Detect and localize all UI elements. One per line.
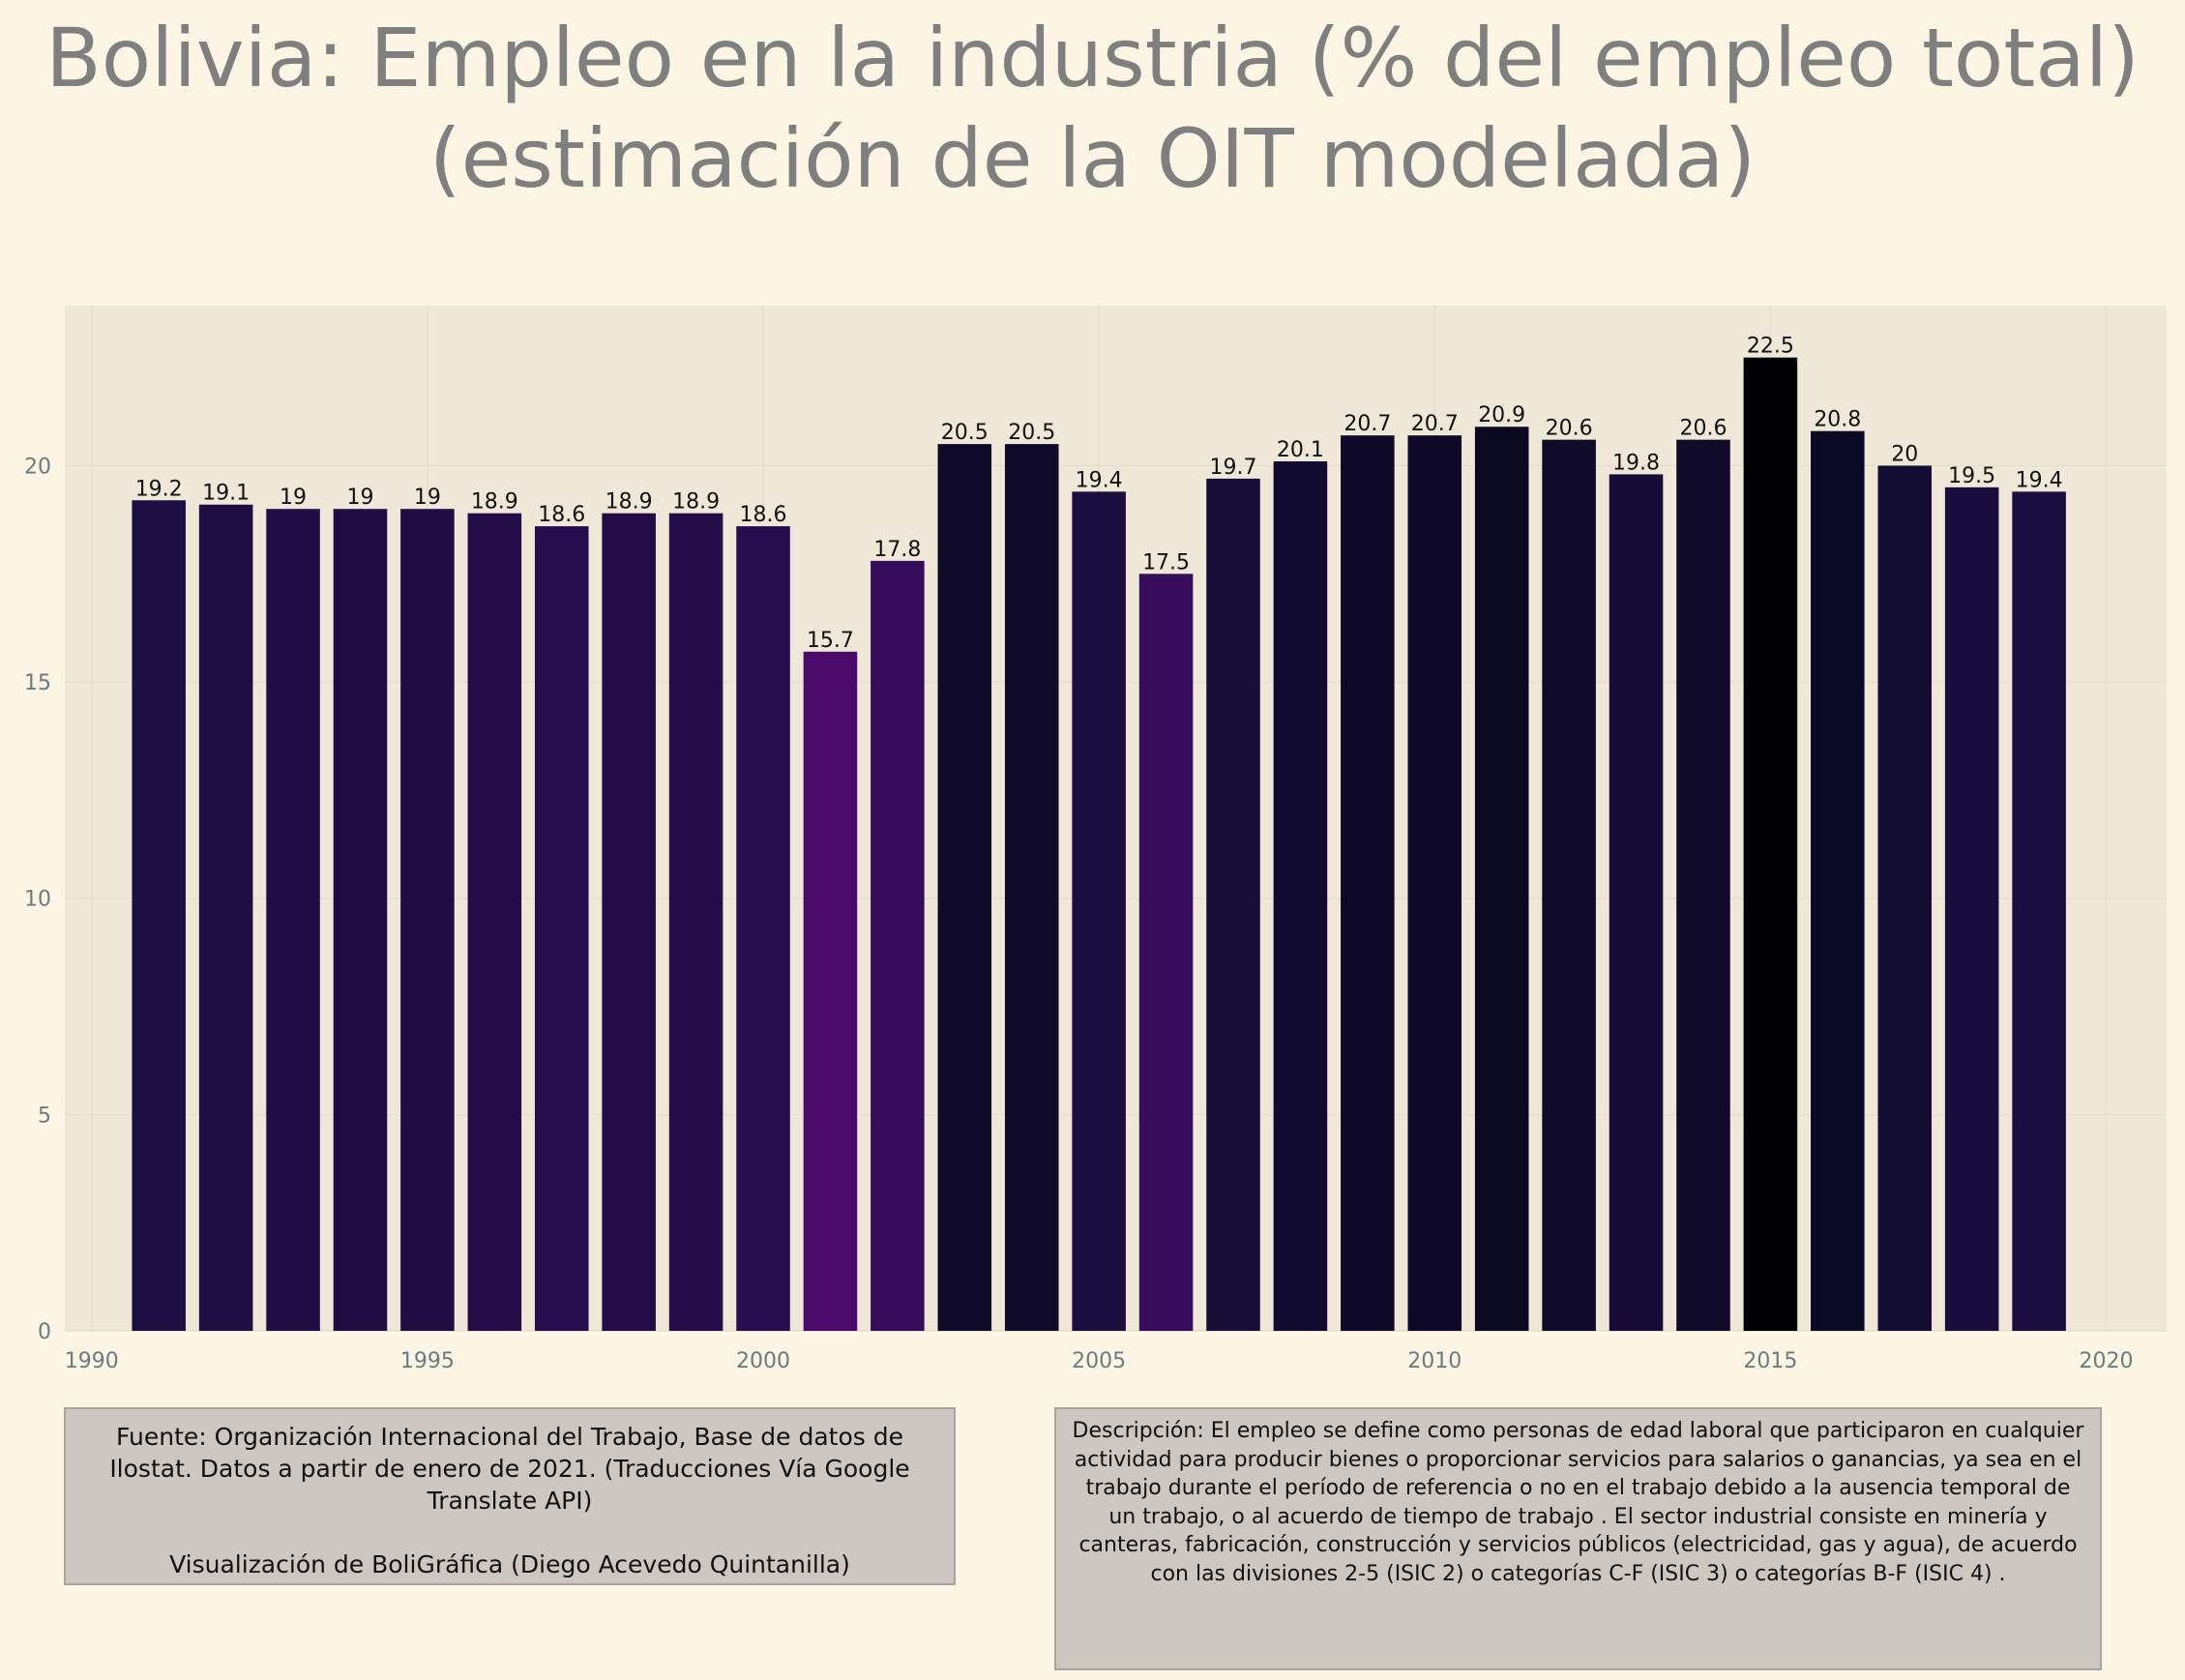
bar-2000	[736, 526, 790, 1331]
bar-value-label-2002: 17.8	[873, 538, 921, 562]
bar-value-label-1998: 18.9	[605, 490, 653, 515]
bar-value-label-2004: 20.5	[1008, 421, 1055, 445]
bar-1993	[266, 509, 320, 1331]
y-tick-label: 20	[24, 455, 51, 479]
bar-value-label-1993: 19	[280, 486, 307, 510]
bar-2015	[1743, 357, 1798, 1331]
bar-2003	[937, 444, 992, 1331]
bar-value-label-2005: 19.4	[1076, 468, 1123, 492]
bar-2011	[1474, 427, 1529, 1331]
y-tick-label: 10	[24, 888, 51, 912]
bar-value-label-1999: 18.9	[672, 490, 720, 515]
bar-2014	[1676, 439, 1730, 1331]
bar-value-label-2007: 19.7	[1210, 456, 1257, 480]
bar-value-label-1997: 18.6	[538, 503, 585, 527]
bar-2004	[1004, 444, 1059, 1331]
description-note: Descripción: El empleo se define como pe…	[1054, 1407, 2102, 1670]
bar-value-label-2001: 15.7	[807, 629, 854, 653]
source-note: Fuente: Organización Internacional del T…	[64, 1407, 956, 1585]
x-tick-label: 2015	[1743, 1349, 1797, 1373]
credit-text: Visualización de BoliGráfica (Diego Acev…	[169, 1550, 850, 1578]
bar-2016	[1811, 430, 1865, 1331]
bar-value-label-2009: 20.7	[1343, 412, 1391, 436]
x-tick-label: 1995	[400, 1349, 455, 1373]
bar-2017	[1877, 465, 1933, 1331]
bar-value-label-2006: 17.5	[1142, 550, 1190, 575]
bar-value-label-2016: 20.8	[1814, 408, 1861, 432]
bar-value-label-2019: 19.4	[2016, 468, 2063, 492]
bar-2002	[871, 560, 925, 1331]
bar-2013	[1609, 474, 1664, 1331]
bar-2005	[1072, 491, 1126, 1331]
bar-value-label-2018: 19.5	[1948, 464, 1995, 488]
bar-value-label-1995: 19	[414, 486, 441, 510]
bar-1994	[333, 509, 388, 1331]
bar-2001	[803, 651, 858, 1331]
bar-2008	[1273, 461, 1328, 1331]
bar-value-label-2003: 20.5	[941, 421, 989, 445]
bar-2019	[2012, 491, 2066, 1331]
x-tick-label: 2000	[736, 1349, 790, 1373]
bar-value-label-2013: 19.8	[1612, 451, 1660, 475]
bar-2018	[1944, 486, 1999, 1331]
bar-value-label-2014: 20.6	[1679, 417, 1727, 441]
x-tick-label: 2010	[1407, 1349, 1462, 1373]
bar-value-label-1996: 18.9	[471, 490, 518, 515]
x-tick-label: 1990	[65, 1349, 119, 1373]
bar-value-label-2017: 20	[1891, 442, 1918, 466]
bar-value-label-2000: 18.6	[740, 503, 787, 527]
y-tick-label: 5	[38, 1104, 51, 1128]
bar-value-label-2012: 20.6	[1546, 417, 1593, 441]
bar-1997	[534, 526, 589, 1331]
bar-2009	[1341, 435, 1395, 1331]
y-tick-label: 0	[38, 1320, 51, 1344]
bar-value-label-1992: 19.1	[202, 482, 250, 506]
bar-value-label-2008: 20.1	[1277, 438, 1324, 462]
bar-value-label-2011: 20.9	[1478, 403, 1525, 427]
bar-2012	[1542, 439, 1596, 1331]
bar-value-label-2010: 20.7	[1411, 412, 1459, 436]
bar-1998	[602, 513, 656, 1331]
bar-value-labels: 19.2 19.1 19 19 19 18.9 18.6 18.9 18.9 18.6 15.7 17…	[135, 335, 2063, 653]
bar-value-label-1994: 19	[346, 486, 373, 510]
bar-2007	[1206, 478, 1260, 1331]
bar-2010	[1407, 435, 1462, 1331]
bar-2006	[1138, 574, 1194, 1331]
axis-tick-labels: 0 5 10 15 20 1990 1995 2000 2005 2010 2015 2020	[24, 455, 2134, 1373]
bar-1995	[400, 509, 455, 1331]
bar-1999	[668, 513, 723, 1331]
bar-1992	[198, 504, 253, 1331]
bar-value-label-2015: 22.5	[1747, 335, 1794, 359]
chart-title: Bolivia: Empleo en la industria (% del e…	[45, 11, 2140, 206]
description-text: Descripción: El empleo se define como pe…	[1072, 1419, 2084, 1586]
x-tick-label: 2005	[1072, 1349, 1126, 1373]
bar-1996	[467, 513, 522, 1331]
bar-1991	[132, 500, 186, 1331]
bar-value-label-1991: 19.2	[135, 477, 183, 501]
x-tick-label: 2020	[2080, 1349, 2134, 1373]
bars	[132, 357, 2066, 1331]
source-text: Fuente: Organización Internacional del T…	[109, 1423, 910, 1515]
y-tick-label: 15	[24, 671, 51, 695]
